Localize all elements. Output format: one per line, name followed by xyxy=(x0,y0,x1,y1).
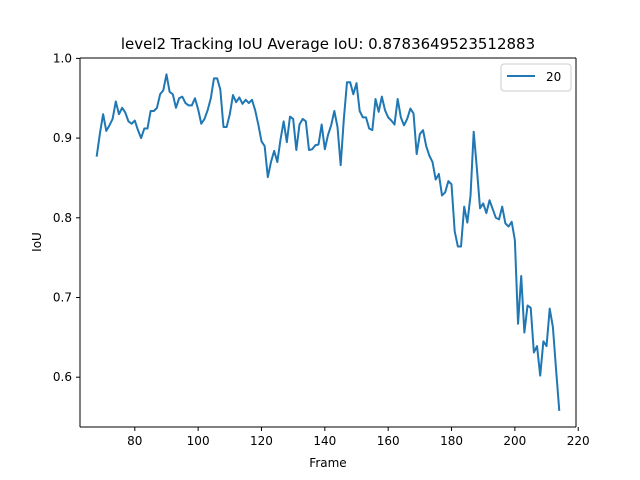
y-tick-label: 0.9 xyxy=(53,131,72,145)
legend-label: 20 xyxy=(546,70,561,84)
x-tick-label: 180 xyxy=(440,434,463,448)
x-tick-label: 100 xyxy=(187,434,210,448)
x-axis-label: Frame xyxy=(309,456,346,470)
y-tick-label: 0.6 xyxy=(53,370,72,384)
chart-title: level2 Tracking IoU Average IoU: 0.87836… xyxy=(121,35,535,53)
x-tick-label: 120 xyxy=(250,434,273,448)
y-tick-label: 0.8 xyxy=(53,211,72,225)
axes-layer: 80 100 120 140 160 180 200 220 0.6 0.7 0.8 0.9 1.0 xyxy=(53,51,590,448)
y-tick-label: 1.0 xyxy=(53,51,72,65)
x-tick-label: 140 xyxy=(313,434,336,448)
x-tick-label: 80 xyxy=(127,434,142,448)
x-tick-label: 200 xyxy=(503,434,526,448)
legend-box xyxy=(500,63,572,92)
x-tick-label: 220 xyxy=(567,434,590,448)
y-axis-label: IoU xyxy=(30,232,44,252)
series-line-0 xyxy=(95,73,561,411)
legend: 20 xyxy=(500,63,572,92)
plot-layer xyxy=(95,73,561,411)
y-tick-label: 0.7 xyxy=(53,290,72,304)
x-tick-label: 160 xyxy=(377,434,400,448)
